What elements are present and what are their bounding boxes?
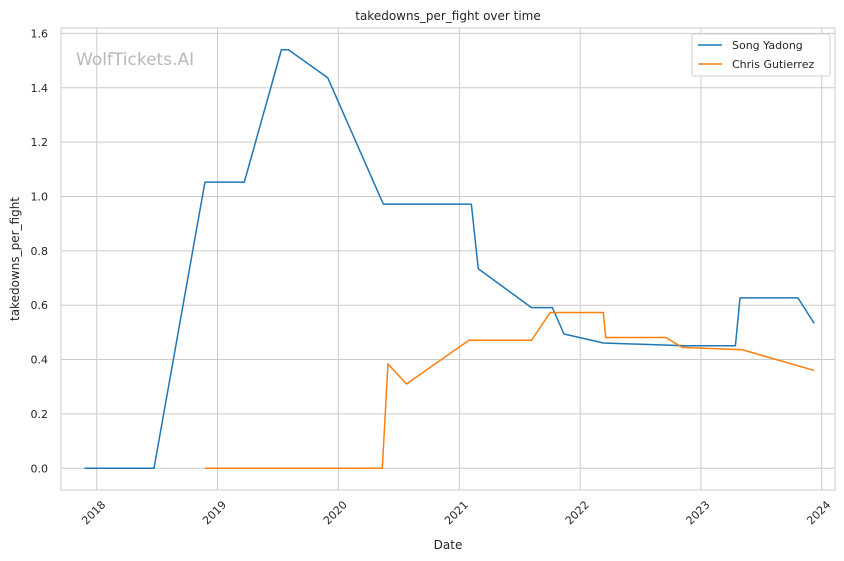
x-axis-label: Date — [434, 538, 463, 552]
x-tick-label-2024: 2024 — [804, 498, 833, 527]
legend-label-song-yadong: Song Yadong — [732, 39, 803, 52]
watermark: WolfTickets.AI — [76, 50, 194, 70]
plot-frame — [60, 27, 836, 491]
y-tick-label-0.0: 0.0 — [31, 462, 49, 475]
y-tick-label-1.2: 1.2 — [31, 136, 49, 149]
y-axis-label: takedowns_per_fight — [8, 197, 22, 321]
y-tick-label-1.0: 1.0 — [31, 190, 49, 203]
series-layer — [84, 48, 815, 470]
legend: Song Yadong Chris Gutierrez — [691, 33, 831, 77]
x-tick-label-2018: 2018 — [79, 498, 108, 527]
chart-title: takedowns_per_fight over time — [355, 9, 541, 23]
y-tick-label-0.4: 0.4 — [31, 354, 49, 367]
y-tick-label-0.6: 0.6 — [31, 299, 49, 312]
series-line-song-yadong — [84, 48, 815, 470]
x-tick-label-2022: 2022 — [563, 498, 592, 527]
y-ticks: 0.0 0.2 0.4 0.6 0.8 1.0 1.2 1.4 1.6 — [31, 27, 49, 475]
legend-box — [691, 33, 831, 77]
x-tick-label-2023: 2023 — [684, 498, 713, 527]
x-tick-label-2020: 2020 — [321, 498, 350, 527]
y-tick-label-1.6: 1.6 — [31, 27, 49, 40]
x-ticks: 2018 2019 2020 2021 2022 2023 2024 — [79, 498, 833, 527]
x-tick-label-2019: 2019 — [200, 498, 229, 527]
plot-background — [61, 28, 835, 490]
legend-label-chris-gutierrez: Chris Gutierrez — [732, 58, 814, 71]
y-tick-label-0.8: 0.8 — [31, 245, 49, 258]
grid — [61, 28, 835, 490]
y-tick-label-1.4: 1.4 — [31, 82, 49, 95]
x-tick-label-2021: 2021 — [442, 498, 471, 527]
series-line-chris-gutierrez — [204, 311, 815, 470]
y-tick-label-0.2: 0.2 — [31, 408, 49, 421]
